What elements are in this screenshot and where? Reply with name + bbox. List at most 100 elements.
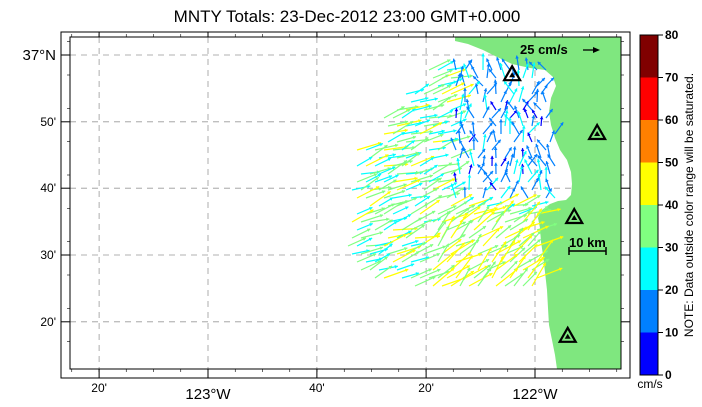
current-vector-head — [537, 61, 542, 66]
current-vector-shaft — [450, 215, 467, 239]
current-vector-shaft — [500, 260, 518, 279]
current-vector-head — [449, 69, 453, 74]
current-vector-head — [488, 247, 492, 252]
current-vector-shaft — [387, 247, 408, 255]
current-vector-head — [539, 170, 543, 174]
current-vector-shaft — [455, 204, 476, 215]
current-vector-head — [387, 191, 391, 195]
current-vector-head — [484, 265, 488, 269]
current-vector-shaft — [419, 268, 441, 279]
current-vector-head — [401, 106, 405, 110]
current-vector-head — [504, 244, 508, 248]
current-vector-shaft — [410, 219, 433, 231]
current-vector-head — [536, 122, 540, 126]
current-vector-shaft — [437, 225, 450, 247]
current-vector-head — [470, 240, 475, 244]
current-vector-shaft — [450, 193, 473, 207]
current-vector-head — [504, 81, 508, 85]
current-vector-head — [446, 226, 450, 230]
current-vector-head — [464, 212, 469, 217]
current-vector-head — [539, 116, 544, 120]
current-vector-head — [481, 53, 485, 57]
current-vector-head — [466, 135, 471, 139]
current-vector-head — [450, 267, 455, 272]
radar-station-icon — [557, 325, 578, 343]
current-vector-head — [482, 155, 486, 159]
current-vector-shaft — [536, 267, 563, 279]
colorbar-tick-label: 30 — [665, 241, 679, 255]
colorbar-band — [640, 162, 658, 205]
current-vector-head — [445, 120, 449, 124]
current-vector-shaft — [450, 83, 474, 95]
current-vector-head — [410, 263, 415, 267]
current-vector-head — [384, 256, 388, 261]
current-vector-head — [537, 231, 541, 235]
current-vector-head — [425, 83, 429, 88]
current-vector-head — [471, 65, 475, 70]
current-vector-shaft — [432, 220, 447, 239]
current-vector-shaft — [360, 260, 382, 271]
current-vector-head — [496, 57, 500, 61]
reference-vector-label: 25 cm/s — [520, 42, 568, 57]
current-vector-head — [473, 76, 477, 80]
current-vector-shaft — [459, 219, 472, 239]
current-vector-shaft — [491, 255, 504, 279]
current-vector-head — [523, 108, 528, 112]
current-vector-head — [430, 157, 434, 161]
current-vector-head — [560, 122, 564, 126]
current-vector-head — [445, 74, 449, 78]
current-vector-shaft — [450, 239, 475, 255]
current-vectors — [347, 53, 564, 287]
current-vector-head — [537, 239, 541, 243]
grid-lines — [70, 37, 621, 369]
current-vector-shaft — [383, 233, 407, 247]
current-vector-head — [532, 109, 536, 114]
current-vector-shaft — [437, 264, 455, 279]
current-vector-head — [517, 240, 521, 244]
current-vector-shaft — [410, 268, 432, 279]
radar-station-icon — [564, 206, 585, 225]
current-vector-shaft — [414, 276, 436, 287]
current-vector-head — [511, 188, 516, 192]
current-vector-shaft — [450, 135, 471, 143]
current-vector-head — [476, 206, 481, 210]
current-vector-head — [507, 225, 512, 229]
current-vector-head — [445, 243, 449, 248]
y-tick-label: 20' — [40, 315, 56, 329]
current-vector-head — [545, 161, 549, 165]
current-vector-head — [384, 145, 388, 149]
current-vector-shaft — [441, 213, 469, 223]
colorbar-tick-label: 40 — [665, 198, 679, 212]
current-vector-head — [486, 205, 490, 210]
current-vector-shaft — [396, 263, 415, 271]
current-vector-head — [404, 268, 409, 273]
current-vector-head — [404, 120, 409, 124]
current-vector-head — [515, 159, 519, 163]
current-vector-head — [476, 81, 480, 85]
current-vector-shaft — [360, 246, 384, 255]
current-vector-head — [503, 90, 507, 95]
current-vector-head — [409, 159, 413, 164]
current-vector-head — [489, 117, 493, 122]
current-vector-shaft — [351, 209, 374, 223]
current-vector-head — [407, 108, 411, 113]
current-vector-head — [409, 121, 414, 125]
current-vector-head — [421, 224, 425, 229]
current-vector-head — [403, 160, 408, 164]
current-vector-shaft — [531, 262, 547, 287]
current-vector-head — [428, 219, 432, 223]
current-vector-head — [440, 103, 445, 108]
current-vector-head — [483, 94, 488, 98]
map-title: MNTY Totals: 23-Dec-2012 23:00 GMT+0.000 — [174, 7, 521, 26]
current-vector-shaft — [437, 192, 460, 199]
current-vector-head — [393, 221, 398, 225]
current-vector-shaft — [392, 108, 411, 119]
current-vector-head — [549, 239, 553, 244]
current-vector-head — [460, 187, 465, 191]
current-vector-head — [441, 84, 445, 88]
current-vector-head — [512, 146, 517, 150]
current-vector-head — [514, 260, 518, 265]
current-vector-shaft — [468, 258, 490, 271]
current-vector-head — [436, 253, 440, 257]
current-vector-head — [524, 268, 528, 272]
